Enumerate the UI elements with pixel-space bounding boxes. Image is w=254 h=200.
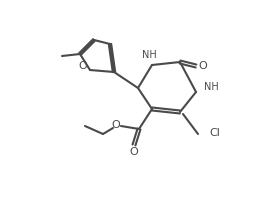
Text: O: O bbox=[112, 120, 120, 130]
Text: O: O bbox=[199, 61, 207, 71]
Text: Cl: Cl bbox=[209, 128, 220, 138]
Text: NH: NH bbox=[204, 82, 219, 92]
Text: O: O bbox=[130, 147, 138, 157]
Text: NH: NH bbox=[142, 50, 156, 60]
Text: O: O bbox=[79, 61, 87, 71]
